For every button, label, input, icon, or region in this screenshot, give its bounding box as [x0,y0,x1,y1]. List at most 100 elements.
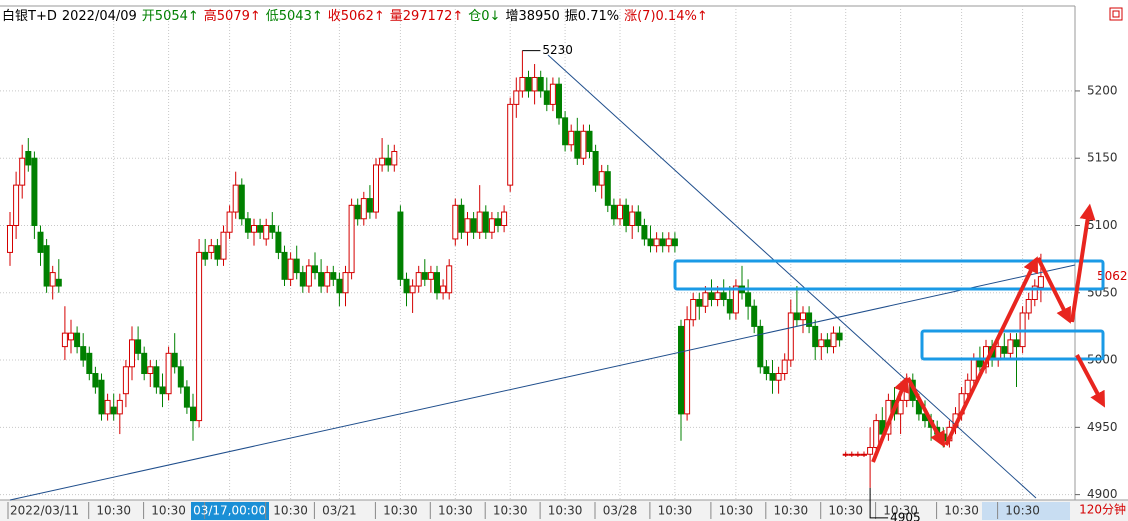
candle-body [757,325,764,368]
x-tick-label: 10:30 [96,504,131,518]
candle-body [275,231,282,253]
candle-body [208,245,215,253]
candle-body [220,231,227,260]
header-item: 开5054↑ [142,9,199,24]
x-tick-label: 2022/03/11 [10,504,79,518]
candle-body [318,272,325,287]
candle-body [238,184,245,220]
candle-body [1025,299,1032,314]
candle-body [671,238,678,247]
candle-body [592,150,599,186]
x-tick-label: 10:30 [151,504,186,518]
candle-body [537,76,544,92]
candle-body [226,211,233,233]
candle-body [190,406,196,422]
candle-body [409,285,416,294]
candle-body [110,406,117,415]
x-tick-label: 10:30 [719,504,754,518]
candle-body [623,204,630,226]
candle-body [1007,339,1014,354]
candle-body [348,204,355,274]
candle-body [769,373,776,381]
candle-body [580,130,587,159]
header-item: 仓0↓ [468,9,500,24]
candle-body [68,332,74,341]
annotation-leader [869,487,889,519]
candle-body [793,312,800,321]
header-item: 量297172↑ [390,9,464,24]
candle-body [25,150,32,166]
header-item: 涨(7)0.14%↑ [624,9,708,24]
candle-body [336,278,343,294]
candle-body [434,272,440,294]
candle-body [812,325,819,348]
x-tick-label: 03/21 [322,504,357,518]
x-tick-label: 10:30 [828,504,863,518]
arrow [1036,257,1071,324]
candle-body [366,198,373,213]
zone-box [920,329,1105,361]
arrow [871,376,909,463]
candle-body [690,299,697,321]
candle-body [568,130,575,146]
candle-body [31,157,38,226]
candle-body [427,272,434,280]
header-item: 白银T+D [2,8,57,24]
candle-body [446,265,453,294]
candle-body [104,399,111,415]
candle-body [312,265,318,274]
candle-body [470,218,477,233]
candle-body [183,386,190,408]
y-tick-label: 4900 [1087,487,1118,501]
candle-body [458,204,465,233]
candle-body [116,399,123,415]
candle-body [244,218,251,233]
x-tick-label: 10:30 [438,504,473,518]
cursor-highlight [191,502,269,520]
candle-body [80,346,87,361]
candle-body [440,285,447,294]
candle-body [653,238,660,247]
candle-body [61,332,68,348]
x-tick-label: 10:30 [883,504,918,518]
candle-body [196,251,203,422]
annotation-label: 5230 [542,43,573,57]
candle-body [141,352,148,375]
candle-body [202,251,209,260]
candle-body [842,453,849,456]
candle-body [818,339,825,348]
candle-body [598,171,605,186]
candle-body [421,272,428,280]
x-tick-label: 03/28 [603,504,638,518]
candle-body [641,224,648,240]
header-item: 增38950 [505,9,559,24]
candle-body [513,90,520,105]
candle-body [379,157,386,166]
candle-body [269,224,276,233]
candle-body [604,171,611,206]
candle-body [373,164,379,213]
x-tick-label: 10:30 [774,504,809,518]
candle-body [299,272,306,287]
window-icon [1109,7,1123,21]
annotation-label: 4905 [890,510,921,521]
candle-body [342,272,349,294]
trend-line [9,264,1076,501]
candle-body [556,83,562,119]
candle-body [37,231,44,253]
candle-body [251,224,257,233]
candle-body [806,312,813,327]
x-tick-label: 10:30 [548,504,583,518]
candle-body [391,150,398,166]
candle-body [525,76,532,92]
candle-body [787,312,794,361]
header: 白银T+D 2022/04/09 开5054↑ 高5079↑ 低5043↑ 收5062↑ 量… [2,8,708,24]
candle-body [147,366,154,375]
candle-body [708,292,715,301]
candle-body [775,373,782,381]
candle-body [287,258,294,280]
candle-body [49,272,56,287]
candle-body [830,332,837,348]
y-tick-label: 5100 [1087,218,1118,232]
candle-body [214,245,221,260]
